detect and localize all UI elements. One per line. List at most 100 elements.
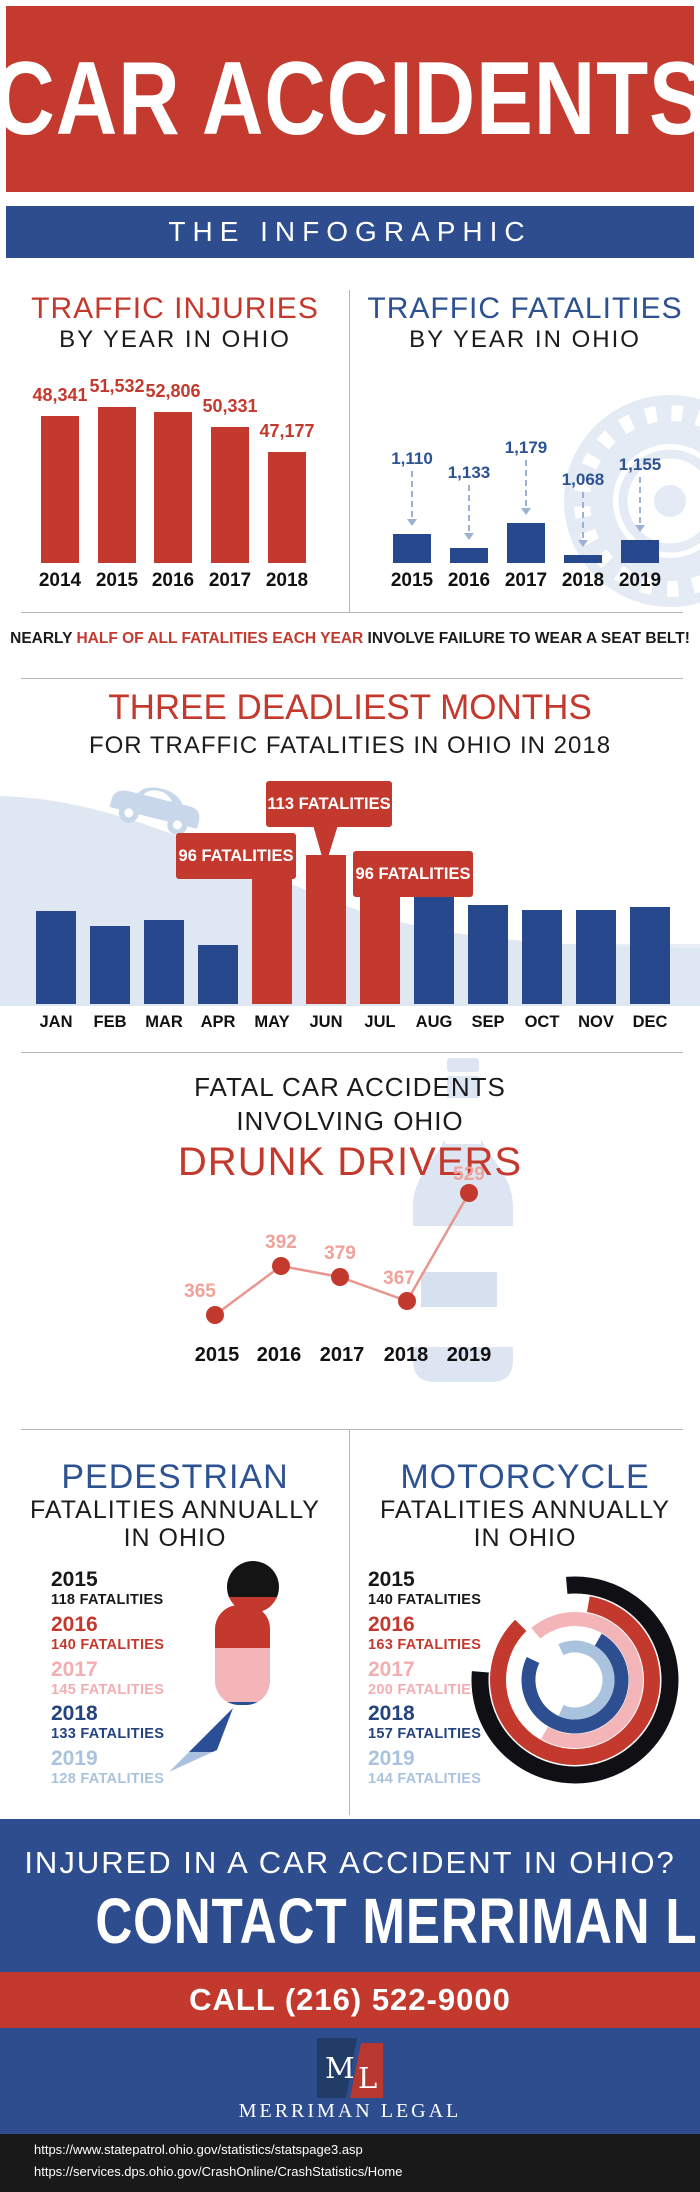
drunk-line-chart: 365 392 379 367 529 2015 2016 2017 2018 … — [184, 1164, 492, 1366]
bar — [98, 407, 136, 563]
bar-jan: JAN — [29, 911, 83, 1031]
drunk-title-line1: FATAL CAR ACCIDENTS — [194, 1072, 506, 1102]
months-bar-chart: JAN FEB MAR APR MAY JUN JUL AUG — [0, 854, 700, 1031]
walking-person-icon — [169, 1561, 297, 1782]
point-value-label: 529 — [453, 1164, 485, 1185]
callout-tail-icon — [368, 895, 394, 925]
row-fatalities: 133 FATALITIES — [51, 1726, 165, 1742]
bar-value-label: 1,110 — [391, 449, 433, 468]
footer-cta-text: CONTACT MERRIMAN LEGAL. — [95, 1885, 700, 1957]
row-year: 2016 — [51, 1613, 98, 1636]
point-value-label: 379 — [324, 1243, 356, 1264]
row-year: 2016 — [368, 1613, 415, 1636]
bar — [306, 855, 346, 1004]
sources-bar: https://www.statepatrol.ohio.gov/statist… — [0, 2134, 700, 2192]
fatalities-title: TRAFFIC FATALITIES — [367, 292, 683, 325]
month-label: SEP — [471, 1013, 505, 1031]
bar-2016: 52,806 2016 — [145, 381, 201, 591]
row-year: 2019 — [368, 1747, 415, 1770]
motorcycle-row-2016: 2016 163 FATALITIES — [368, 1613, 568, 1654]
bar-2018: 1,068 2018 — [555, 470, 611, 591]
seatbelt-banner: NEARLY HALF OF ALL FATALITIES EACH YEAR … — [0, 630, 700, 648]
bar-year-label: 2017 — [208, 570, 252, 591]
months-title: THREE DEADLIEST MONTHS — [108, 688, 592, 727]
bar — [252, 878, 292, 1004]
bar-2015: 51,532 2015 — [89, 376, 145, 591]
pedestrian-row-2017: 2017 145 FATALITIES — [51, 1658, 251, 1699]
month-label: OCT — [524, 1013, 560, 1031]
tire-icon — [564, 395, 700, 607]
bar — [630, 907, 670, 1004]
month-label: NOV — [578, 1013, 614, 1031]
bar-may: MAY — [245, 878, 299, 1031]
row-fatalities: 163 FATALITIES — [368, 1637, 482, 1653]
row-fatalities: 118 FATALITIES — [51, 1592, 164, 1608]
arrowhead-icon — [635, 525, 645, 532]
dashed-arrow — [525, 460, 527, 506]
bar-jun: JUN — [299, 855, 353, 1031]
motorcycle-subtitle-1: FATALITIES ANNUALLY — [380, 1496, 670, 1524]
x-axis-label: 2016 — [257, 1344, 302, 1366]
bar-dec: DEC — [623, 907, 677, 1031]
month-label: APR — [200, 1013, 236, 1031]
callout-tail-icon — [258, 877, 284, 907]
bar — [393, 534, 431, 563]
bar-oct: OCT — [515, 910, 569, 1031]
column-divider — [349, 290, 350, 612]
dashed-arrow — [582, 492, 584, 538]
header-banner: CAR ACCIDENTS — [0, 6, 700, 192]
row-year: 2018 — [368, 1702, 415, 1725]
bar-feb: FEB — [83, 926, 137, 1031]
bar — [36, 911, 76, 1004]
injuries-title: TRAFFIC INJURIES — [31, 292, 319, 325]
call-banner: CALL (216) 522-9000 — [0, 1972, 700, 2028]
bar-value-label: 1,068 — [561, 470, 605, 489]
bar-2018: 47,177 2018 — [259, 421, 315, 591]
bar — [90, 926, 130, 1004]
arrowhead-icon — [464, 533, 474, 540]
data-point — [206, 1306, 224, 1324]
pedestrian-row-2019: 2019 128 FATALITIES — [51, 1747, 251, 1788]
dashed-arrow — [639, 477, 641, 523]
bar — [468, 905, 508, 1004]
row-year: 2015 — [368, 1568, 415, 1591]
row-year: 2017 — [51, 1658, 98, 1681]
banner-text-prefix: NEARLY — [10, 630, 77, 647]
subheader-banner: THE INFOGRAPHIC — [6, 206, 694, 258]
row-fatalities: 157 FATALITIES — [368, 1726, 482, 1742]
column-divider — [349, 1429, 350, 1815]
bar-aug: AUG — [407, 891, 461, 1031]
bar-value-label: 1,133 — [447, 463, 491, 482]
page-subtitle: THE INFOGRAPHIC — [168, 216, 532, 247]
logo-letter-l: L — [358, 2061, 377, 2095]
months-subtitle: FOR TRAFFIC FATALITIES IN OHIO IN 2018 — [88, 732, 612, 759]
bar-year-label: 2018 — [265, 570, 309, 591]
bar-year-label: 2017 — [504, 570, 548, 591]
point-value-label: 367 — [383, 1268, 415, 1289]
arrowhead-icon — [521, 508, 531, 515]
footer-cta: CONTACT MERRIMAN LEGAL. — [0, 1884, 700, 1958]
injuries-subtitle: BY YEAR IN OHIO — [59, 326, 291, 353]
dashed-arrow — [411, 471, 413, 517]
pedestrian-subtitle-2: IN OHIO — [123, 1524, 227, 1552]
bar — [211, 427, 249, 563]
month-label: JUN — [309, 1013, 343, 1031]
footer-question: INJURED IN A CAR ACCIDENT IN OHIO? — [24, 1845, 676, 1880]
bar-value-label: 51,532 — [89, 376, 145, 396]
month-label: MAR — [145, 1013, 183, 1031]
x-axis-label: 2019 — [447, 1344, 492, 1366]
row-fatalities: 128 FATALITIES — [51, 1771, 165, 1787]
point-value-label: 392 — [265, 1232, 297, 1253]
data-point — [272, 1257, 290, 1275]
data-point — [331, 1268, 349, 1286]
divider-line — [21, 612, 683, 613]
point-value-label: 365 — [184, 1281, 216, 1302]
motorcycle-row-2017: 2017 200 FATALITIES — [368, 1658, 568, 1699]
divider-line — [21, 678, 683, 679]
pedestrian-row-2016: 2016 140 FATALITIES — [51, 1613, 251, 1654]
bar-year-label: 2016 — [151, 570, 195, 591]
row-year: 2015 — [51, 1568, 98, 1591]
callout-tail-icon — [313, 825, 338, 867]
beer-bottle-icon — [413, 1058, 513, 1382]
bar — [154, 412, 192, 563]
